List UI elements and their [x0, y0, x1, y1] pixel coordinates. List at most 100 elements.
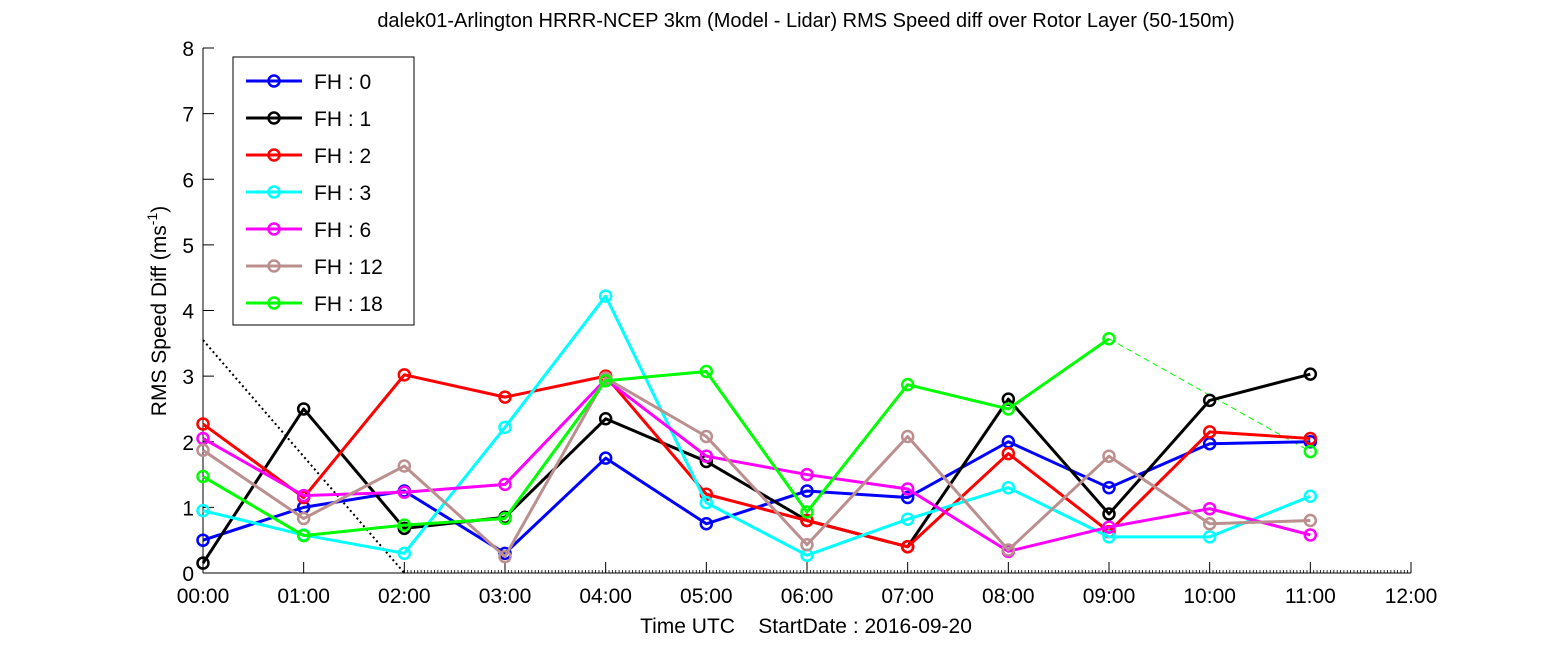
data-point: [1001, 446, 1016, 461]
data-point: [397, 485, 412, 500]
series-line: [202, 294, 1311, 557]
x-tick-label: 03:00: [479, 585, 532, 608]
data-point: [1102, 507, 1116, 521]
y-axis-label-end: ): [148, 206, 171, 213]
reference-dotted-line: [202, 339, 406, 574]
y-tick-label: 7: [182, 104, 194, 127]
data-point: [397, 459, 412, 473]
data-point: [1001, 480, 1016, 495]
legend-label: FH : 18: [314, 293, 383, 316]
series-line: [201, 372, 1311, 564]
data-point: [1001, 543, 1016, 557]
data-point: [1303, 513, 1318, 528]
y-tick-label: 3: [182, 366, 194, 389]
data-point: [800, 538, 814, 552]
data-point: [1303, 528, 1318, 542]
data-point: [699, 449, 714, 463]
series-line: [202, 373, 1311, 549]
data-point: [196, 503, 210, 518]
y-tick-label: 6: [182, 169, 194, 192]
data-point: [699, 364, 714, 379]
data-point: [196, 533, 210, 547]
series-line: [202, 337, 1110, 538]
x-tick-label: 08:00: [982, 585, 1035, 608]
data-point: [900, 490, 915, 505]
legend-swatch-marker: [267, 148, 281, 162]
series-3: [196, 289, 1318, 563]
y-ticks: 0 1 2 3 4 5 6 7 8: [182, 38, 214, 586]
series-0: [196, 435, 1318, 561]
y-axis-label-main: RMS Speed Diff (ms: [148, 225, 171, 416]
x-tick-label: 09:00: [1083, 585, 1136, 608]
chart-title: dalek01-Arlington HRRR-NCEP 3km (Model -…: [377, 10, 1234, 32]
series-line: [202, 377, 1311, 553]
legend-label: FH : 12: [314, 256, 383, 279]
series-2: [196, 368, 1318, 554]
data-point: [196, 443, 210, 458]
x-tick-label: 07:00: [881, 585, 934, 608]
data-point: [1202, 425, 1217, 439]
data-point: [1202, 517, 1217, 531]
data-point: [900, 429, 915, 444]
y-tick-label: 5: [182, 235, 194, 258]
y-tick-label: 2: [182, 432, 194, 455]
data-point: [397, 546, 412, 561]
x-tick-label: 11:00: [1285, 585, 1336, 608]
data-point: [296, 528, 311, 543]
data-point: [498, 477, 512, 492]
legend-label: FH : 6: [314, 219, 371, 242]
data-point: [196, 469, 210, 484]
series-5: [196, 371, 1318, 564]
data-point: [1001, 402, 1016, 416]
data-point: [1202, 530, 1217, 544]
data-point: [1102, 449, 1116, 463]
data-point: [397, 368, 412, 382]
x-minor-ticks: [403, 570, 1412, 573]
series-1: [196, 367, 1318, 570]
y-tick-label: 1: [182, 497, 194, 520]
data-point: [598, 373, 613, 388]
y-axis-label: RMS Speed Diff (ms-1): [144, 206, 171, 416]
data-point: [598, 451, 613, 465]
x-tick-label: 05:00: [680, 585, 733, 608]
x-axis-label: Time UTC StartDate : 2016-09-20: [640, 615, 972, 638]
data-point: [498, 549, 512, 564]
data-point: [1303, 431, 1318, 446]
data-point: [1202, 501, 1217, 516]
data-point: [598, 289, 613, 303]
legend-label: FH : 0: [314, 71, 371, 94]
legend-swatch-marker: [267, 296, 281, 310]
data-point: [296, 402, 311, 416]
data-point: [699, 496, 714, 510]
legend-label: FH : 3: [314, 182, 371, 205]
series-line: [202, 376, 1311, 559]
data-point: [296, 511, 311, 526]
data-point: [1303, 489, 1318, 503]
x-tick-label: 04:00: [579, 585, 632, 608]
data-point: [800, 484, 814, 498]
data-point: [196, 417, 210, 431]
data-point: [1102, 331, 1116, 346]
y-tick-label: 4: [182, 301, 194, 324]
data-point: [800, 513, 814, 528]
data-point: [196, 556, 210, 570]
data-point: [498, 420, 512, 435]
y-tick-label: 8: [182, 38, 194, 61]
legend-label: FH : 1: [314, 108, 371, 131]
series-6: [196, 331, 1318, 543]
legend-swatch-marker: [267, 259, 281, 273]
x-tick-label: 00:00: [177, 585, 230, 608]
data-point: [1303, 444, 1318, 459]
x-tick-label: 01:00: [277, 585, 330, 608]
x-tick-label: 02:00: [378, 585, 431, 608]
data-point: [800, 505, 814, 519]
data-point: [900, 540, 915, 554]
data-point: [900, 482, 915, 496]
data-point: [1102, 520, 1116, 534]
x-tick-label: 12:00: [1385, 585, 1438, 608]
x-ticks: 00:00 01:00 02:00 03:00 04:00 05:00 06:00 07:00…: [177, 562, 1438, 608]
data-point: [900, 377, 915, 392]
legend-swatch-marker: [267, 74, 281, 88]
data-point: [699, 517, 714, 531]
